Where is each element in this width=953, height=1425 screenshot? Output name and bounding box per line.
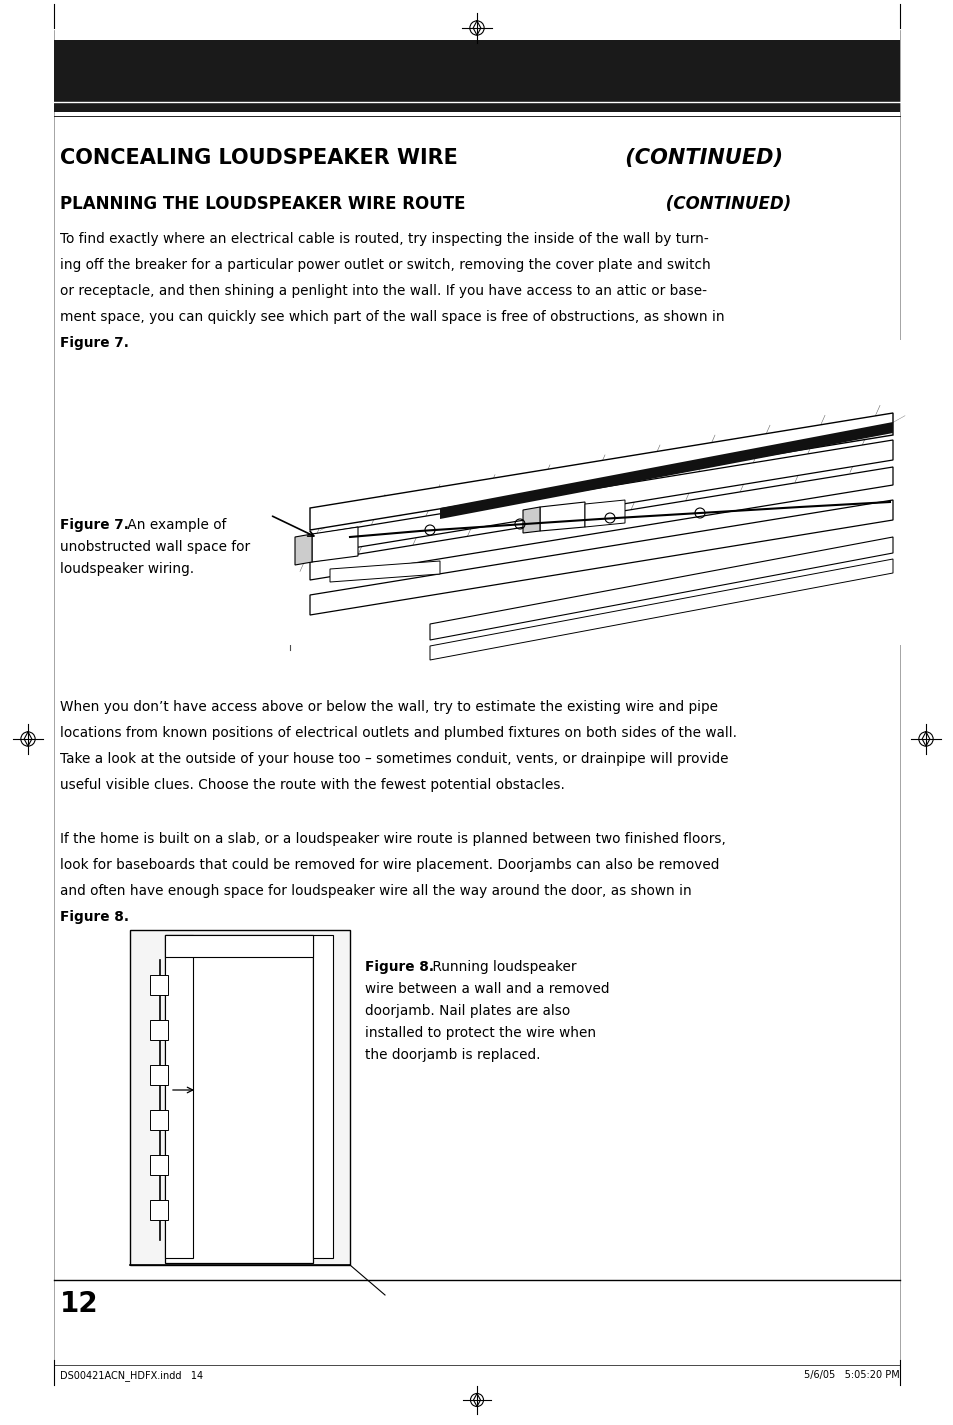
Bar: [165, 935, 193, 1258]
Text: installed to protect the wire when: installed to protect the wire when: [365, 1026, 596, 1040]
Text: Take a look at the outside of your house too – sometimes conduit, vents, or drai: Take a look at the outside of your house…: [60, 752, 728, 767]
Polygon shape: [310, 500, 892, 616]
Polygon shape: [584, 500, 624, 527]
Text: CONCEALING LOUDSPEAKER WIRE: CONCEALING LOUDSPEAKER WIRE: [60, 148, 457, 168]
Polygon shape: [312, 527, 357, 561]
Bar: [150, 1110, 168, 1130]
Text: If the home is built on a slab, or a loudspeaker wire route is planned between t: If the home is built on a slab, or a lou…: [60, 832, 725, 846]
Bar: [150, 1156, 168, 1176]
Text: look for baseboards that could be removed for wire placement. Doorjambs can also: look for baseboards that could be remove…: [60, 858, 719, 872]
Text: and often have enough space for loudspeaker wire all the way around the door, as: and often have enough space for loudspea…: [60, 884, 691, 898]
Polygon shape: [430, 537, 892, 640]
Text: 5/6/05   5:05:20 PM: 5/6/05 5:05:20 PM: [803, 1369, 899, 1379]
Text: PLANNING THE LOUDSPEAKER WIRE ROUTE: PLANNING THE LOUDSPEAKER WIRE ROUTE: [60, 195, 465, 212]
Text: To find exactly where an electrical cable is routed, try inspecting the inside o: To find exactly where an electrical cabl…: [60, 232, 708, 247]
Polygon shape: [310, 413, 892, 530]
Text: the doorjamb is replaced.: the doorjamb is replaced.: [365, 1047, 540, 1062]
Polygon shape: [439, 422, 892, 519]
Text: loudspeaker wiring.: loudspeaker wiring.: [60, 561, 193, 576]
Text: Figure 8.: Figure 8.: [365, 960, 434, 975]
Bar: [150, 1020, 168, 1040]
Polygon shape: [522, 507, 539, 533]
Bar: [313, 935, 333, 1258]
Polygon shape: [430, 559, 892, 660]
Bar: [150, 975, 168, 995]
Polygon shape: [539, 502, 584, 532]
Bar: [54, 40, 899, 113]
Text: Figure 7.: Figure 7.: [60, 336, 129, 351]
Text: Figure 8.: Figure 8.: [60, 911, 129, 923]
Text: When you don’t have access above or below the wall, try to estimate the existing: When you don’t have access above or belo…: [60, 700, 718, 714]
Bar: [165, 935, 313, 1263]
Text: doorjamb. Nail plates are also: doorjamb. Nail plates are also: [365, 1005, 570, 1017]
Text: 12: 12: [60, 1290, 98, 1318]
Text: Figure 7.: Figure 7.: [60, 519, 129, 532]
Text: ment space, you can quickly see which part of the wall space is free of obstruct: ment space, you can quickly see which pa…: [60, 311, 724, 323]
Polygon shape: [294, 534, 312, 564]
Text: or receptacle, and then shining a penlight into the wall. If you have access to : or receptacle, and then shining a penlig…: [60, 284, 706, 298]
Text: DS00421ACN_HDFX.indd   14: DS00421ACN_HDFX.indd 14: [60, 1369, 203, 1381]
Text: wire between a wall and a removed: wire between a wall and a removed: [365, 982, 609, 996]
Bar: [130, 931, 350, 1265]
Text: useful visible clues. Choose the route with the fewest potential obstacles.: useful visible clues. Choose the route w…: [60, 778, 564, 792]
Bar: [165, 935, 313, 958]
Text: locations from known positions of electrical outlets and plumbed fixtures on bot: locations from known positions of electr…: [60, 725, 737, 740]
Text: (CONTINUED): (CONTINUED): [618, 148, 782, 168]
Bar: [150, 1200, 168, 1220]
Bar: [150, 1064, 168, 1084]
Polygon shape: [310, 467, 892, 580]
Text: ing off the breaker for a particular power outlet or switch, removing the cover : ing off the breaker for a particular pow…: [60, 258, 710, 272]
Text: (CONTINUED): (CONTINUED): [659, 195, 790, 212]
Bar: [265, 341, 904, 646]
Text: An example of: An example of: [123, 519, 226, 532]
Text: unobstructed wall space for: unobstructed wall space for: [60, 540, 250, 554]
Polygon shape: [330, 561, 439, 581]
Polygon shape: [310, 440, 892, 554]
Text: Running loudspeaker: Running loudspeaker: [428, 960, 576, 975]
